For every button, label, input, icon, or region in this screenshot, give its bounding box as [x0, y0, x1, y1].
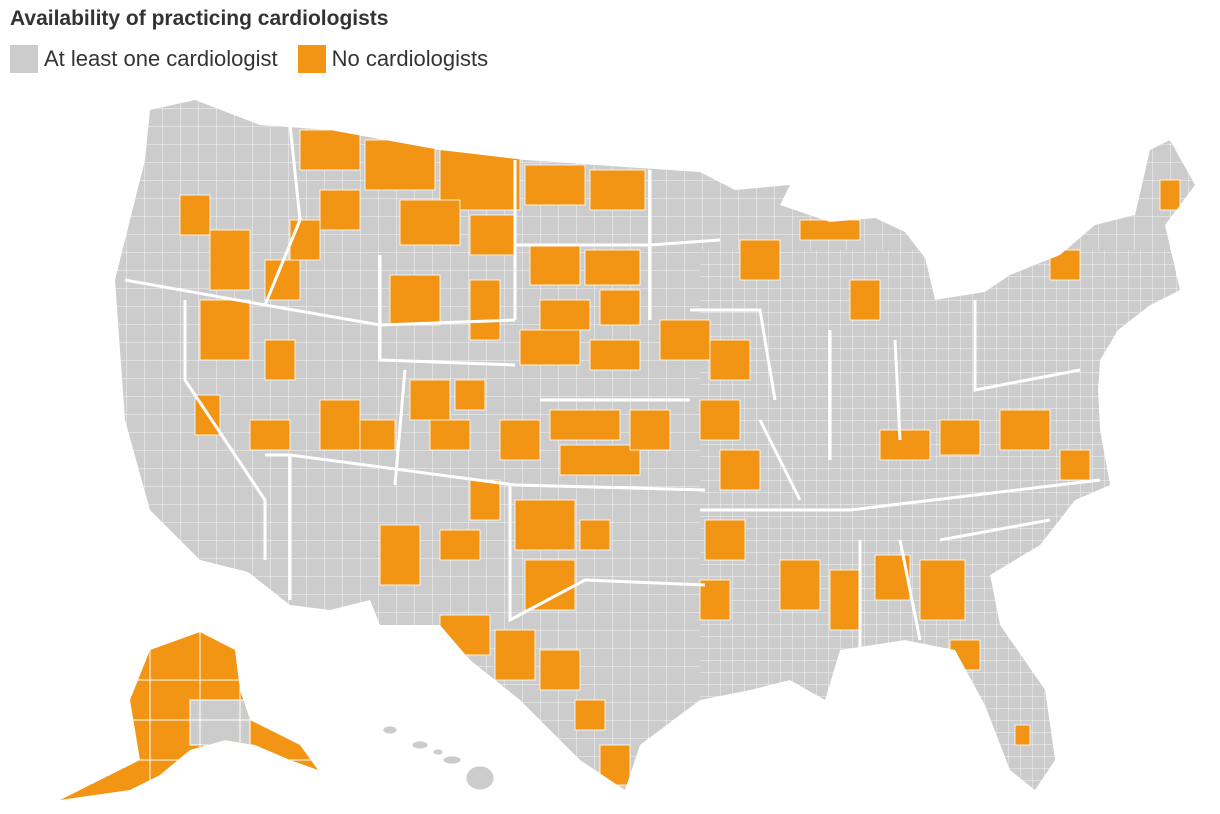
legend-swatch-orange [297, 45, 326, 73]
legend-item-has-cardiologist: At least one cardiologist [10, 45, 278, 73]
map-title: Availability of practicing cardiologists [10, 7, 389, 30]
alaska [60, 632, 318, 800]
legend-label-no-cardiologist: No cardiologists [331, 46, 489, 71]
no-cardiologist-counties [179, 129, 1181, 786]
legend-label-has-cardiologist: At least one cardiologist [44, 46, 278, 71]
hawaii [382, 725, 495, 791]
us-county-map [60, 100, 1195, 800]
state-boundaries [124, 124, 1101, 650]
legend: At least one cardiologist No cardiologis… [10, 45, 508, 73]
legend-item-no-cardiologist: No cardiologists [297, 45, 489, 73]
legend-swatch-gray [10, 45, 38, 73]
